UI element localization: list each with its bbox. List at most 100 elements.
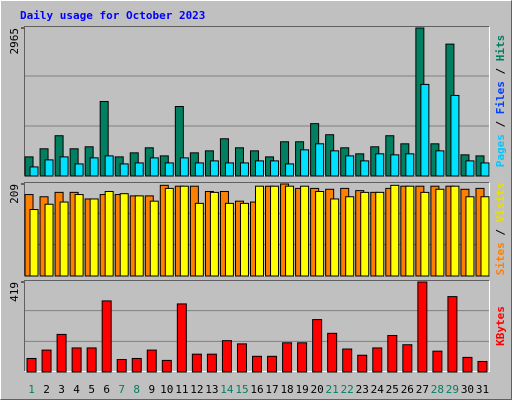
plot-bevel-dark bbox=[24, 26, 490, 176]
bar bbox=[176, 303, 187, 373]
y-tick-label: 2965 bbox=[8, 28, 21, 55]
bar bbox=[59, 201, 69, 277]
bar bbox=[450, 185, 460, 277]
axis-label: Pages / Files / Hits bbox=[494, 35, 507, 168]
x-tick-label: 3 bbox=[58, 383, 65, 396]
x-tick-label: 29 bbox=[446, 383, 459, 396]
bar bbox=[99, 100, 109, 177]
bar bbox=[219, 138, 229, 177]
bar bbox=[119, 193, 129, 277]
bar bbox=[300, 185, 310, 277]
x-tick-label: 6 bbox=[103, 383, 110, 396]
bar bbox=[146, 349, 157, 373]
bar bbox=[417, 281, 428, 373]
bar bbox=[234, 147, 244, 177]
x-tick-label: 16 bbox=[250, 383, 263, 396]
axis-label: KBytes bbox=[494, 306, 507, 346]
x-tick-label: 2 bbox=[43, 383, 50, 396]
bar bbox=[345, 155, 355, 177]
bar bbox=[71, 347, 82, 373]
bar bbox=[312, 319, 323, 373]
bar bbox=[405, 185, 415, 277]
x-tick-label: 26 bbox=[401, 383, 414, 396]
x-tick-label: 8 bbox=[133, 383, 140, 396]
x-tick-label: 9 bbox=[148, 383, 155, 396]
x-tick-label: 20 bbox=[311, 383, 324, 396]
bar bbox=[116, 359, 127, 373]
plot-bevel-dark bbox=[24, 182, 490, 276]
axis-label-part: Hits bbox=[494, 35, 507, 62]
x-tick-label: 27 bbox=[416, 383, 429, 396]
bar bbox=[29, 166, 39, 177]
bar bbox=[86, 347, 97, 373]
bar bbox=[89, 157, 99, 177]
bar bbox=[282, 342, 293, 373]
bar bbox=[255, 160, 264, 177]
axis-label-part: Visits bbox=[494, 183, 507, 223]
bar bbox=[330, 150, 340, 177]
bar bbox=[345, 196, 355, 277]
bar bbox=[44, 203, 54, 277]
axis-label-part: Pages bbox=[494, 134, 507, 167]
bar bbox=[327, 332, 338, 373]
x-tick-label: 10 bbox=[160, 383, 173, 396]
axis-label-part: / bbox=[494, 61, 507, 81]
bar bbox=[375, 153, 385, 177]
x-tick-label: 31 bbox=[476, 383, 489, 396]
bar bbox=[56, 333, 67, 373]
x-tick-label: 23 bbox=[356, 383, 369, 396]
x-tick-label: 11 bbox=[175, 383, 188, 396]
x-tick-label: 17 bbox=[265, 383, 278, 396]
bar bbox=[252, 355, 262, 373]
bar bbox=[267, 355, 278, 373]
bar bbox=[372, 347, 383, 373]
bar bbox=[435, 150, 445, 177]
x-tick-label: 18 bbox=[280, 383, 293, 396]
bar bbox=[74, 194, 84, 277]
bar bbox=[315, 143, 325, 177]
bar bbox=[477, 360, 488, 373]
bar bbox=[480, 196, 490, 277]
bar bbox=[224, 162, 234, 177]
bar bbox=[465, 196, 475, 277]
bar bbox=[134, 162, 144, 177]
axis-label-part: / bbox=[494, 114, 507, 134]
plot-bevel-dark bbox=[24, 280, 490, 372]
bar bbox=[134, 195, 144, 277]
bar bbox=[387, 334, 398, 373]
bar bbox=[149, 200, 159, 277]
bar bbox=[239, 202, 249, 277]
x-tick-label: 22 bbox=[341, 383, 354, 396]
bar bbox=[119, 163, 129, 177]
bar bbox=[285, 163, 295, 177]
bar bbox=[480, 162, 490, 177]
bar bbox=[420, 83, 430, 177]
bar bbox=[432, 350, 443, 373]
x-tick-label: 24 bbox=[371, 383, 385, 396]
bar bbox=[164, 162, 174, 177]
bar bbox=[315, 190, 325, 277]
bar bbox=[447, 296, 458, 373]
bar bbox=[104, 190, 114, 277]
bar bbox=[149, 157, 159, 177]
x-tick-label: 12 bbox=[190, 383, 203, 396]
y-tick-label: 419 bbox=[8, 282, 21, 302]
bar bbox=[26, 357, 37, 373]
bar bbox=[435, 188, 445, 277]
bar bbox=[179, 157, 189, 177]
x-tick-label: 4 bbox=[73, 383, 80, 396]
bar bbox=[41, 349, 52, 373]
axis-label-part: Sites bbox=[494, 242, 507, 275]
x-tick-label: 5 bbox=[88, 383, 95, 396]
axis-label: Sites / Visits bbox=[494, 183, 507, 276]
bar bbox=[224, 202, 234, 277]
bar bbox=[161, 359, 172, 373]
bar bbox=[255, 185, 264, 277]
bar bbox=[239, 162, 249, 177]
bar bbox=[101, 300, 112, 373]
bar bbox=[330, 198, 340, 277]
bar bbox=[405, 153, 415, 177]
bar bbox=[390, 184, 400, 277]
axis-label-part: / bbox=[494, 222, 507, 242]
